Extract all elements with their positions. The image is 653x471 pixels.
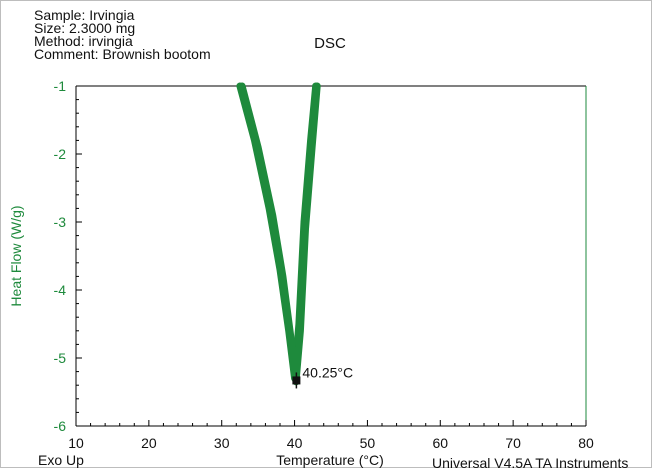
x-tick-label-20: 20 bbox=[141, 435, 157, 451]
x-axis-label: Temperature (°C) bbox=[276, 452, 384, 468]
software-label: Universal V4.5A TA Instruments bbox=[432, 455, 629, 471]
x-tick-label-80: 80 bbox=[578, 435, 594, 451]
size-label: Size: 2.3000 mg bbox=[34, 20, 136, 36]
heat-flow-curve-2 bbox=[238, 82, 321, 386]
heat-flow-curves bbox=[236, 82, 321, 386]
x-tick-label-40: 40 bbox=[287, 435, 303, 451]
x-tick-label-10: 10 bbox=[68, 435, 84, 451]
axis-ticks: 10 20 30 40 50 60 70 80 -1 -2 -3 -4 -5 -6 bbox=[54, 78, 594, 451]
exo-up-label: Exo Up bbox=[38, 452, 84, 468]
y-tick-label--6: -6 bbox=[54, 418, 67, 434]
x-tick-label-60: 60 bbox=[432, 435, 448, 451]
method-label: Method: irvingia bbox=[34, 33, 133, 49]
y-tick-label--5: -5 bbox=[54, 350, 67, 366]
y-tick-label--3: -3 bbox=[54, 214, 67, 230]
comment-label: Comment: Brownish bootom bbox=[34, 46, 211, 62]
x-tick-label-50: 50 bbox=[360, 435, 376, 451]
peak-label: 40.25°C bbox=[302, 364, 353, 380]
annotations: 40.25°C bbox=[292, 364, 353, 389]
y-tick-label--1: -1 bbox=[54, 78, 67, 94]
chart-title: DSC bbox=[314, 35, 346, 52]
y-tick-label--4: -4 bbox=[54, 282, 67, 298]
x-tick-label-70: 70 bbox=[505, 435, 521, 451]
y-tick-label--2: -2 bbox=[54, 146, 67, 162]
y-axis-label: Heat Flow (W/g) bbox=[8, 205, 24, 306]
x-tick-label-30: 30 bbox=[214, 435, 230, 451]
sample-label: Sample: Irvingia bbox=[34, 7, 135, 23]
